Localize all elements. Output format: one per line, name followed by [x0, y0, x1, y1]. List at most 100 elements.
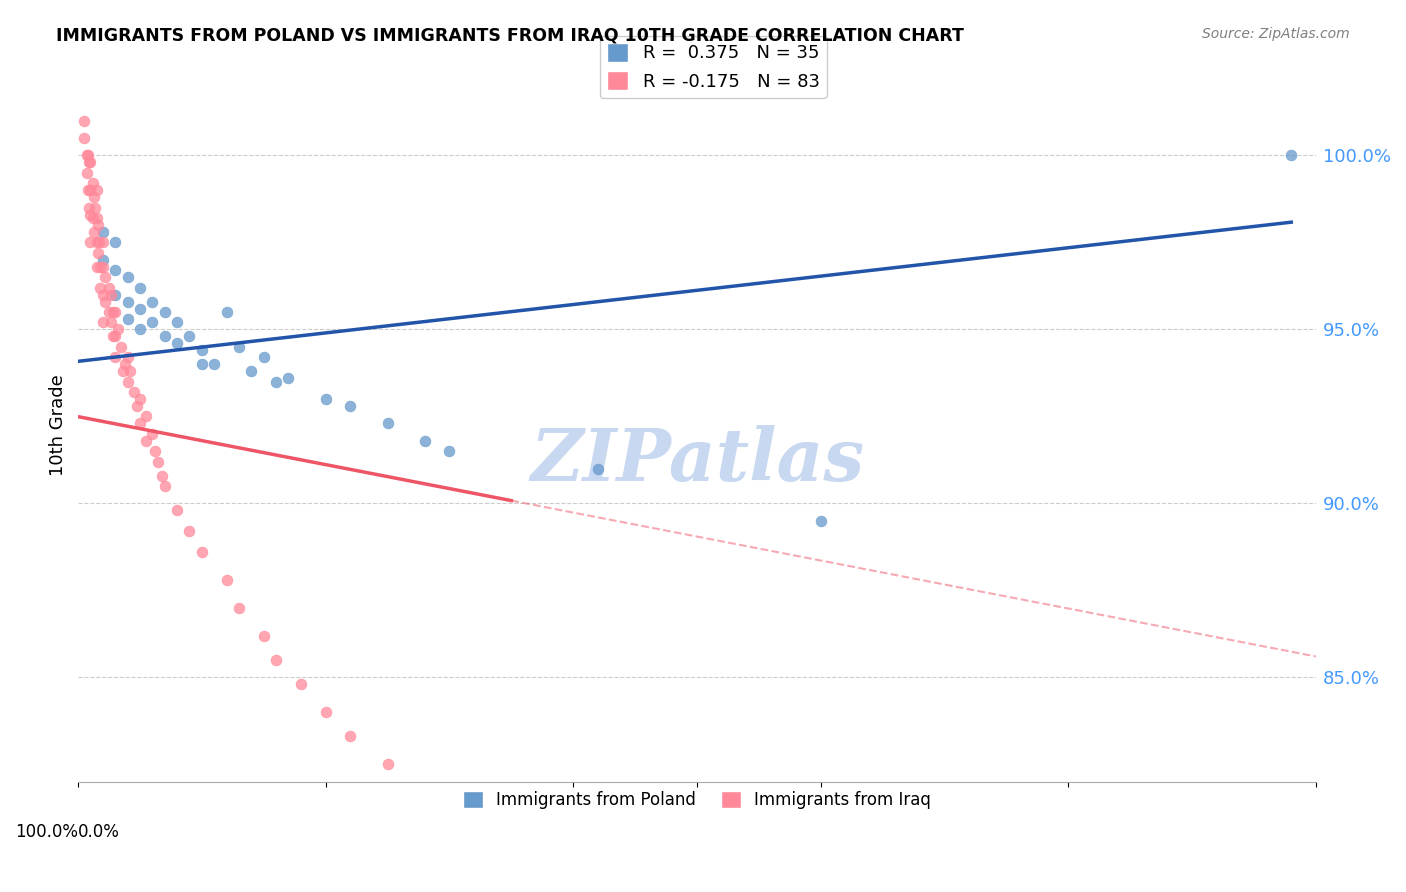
Point — [153, 305, 176, 319]
Point — [89, 260, 111, 274]
Point — [129, 322, 152, 336]
Point — [86, 235, 108, 250]
Point — [76, 166, 98, 180]
Legend: Immigrants from Poland, Immigrants from Iraq: Immigrants from Poland, Immigrants from … — [456, 785, 938, 816]
Point — [83, 190, 105, 204]
Point — [135, 434, 157, 448]
Point — [143, 444, 166, 458]
Point — [215, 305, 238, 319]
Point — [1279, 148, 1302, 162]
Point — [91, 287, 114, 301]
Point — [586, 461, 609, 475]
Point — [166, 316, 188, 330]
Point — [228, 340, 250, 354]
Point — [77, 183, 100, 197]
Point — [215, 573, 238, 587]
Point — [141, 426, 163, 441]
Point — [413, 781, 436, 796]
Point — [82, 177, 104, 191]
Point — [141, 316, 163, 330]
Point — [413, 434, 436, 448]
Point — [87, 246, 110, 260]
Point — [127, 399, 149, 413]
Point — [129, 417, 152, 431]
Point — [135, 409, 157, 424]
Point — [82, 211, 104, 226]
Point — [202, 357, 225, 371]
Point — [84, 201, 107, 215]
Point — [122, 385, 145, 400]
Point — [377, 417, 399, 431]
Point — [111, 364, 134, 378]
Text: 100.0%: 100.0% — [15, 823, 77, 841]
Point — [91, 235, 114, 250]
Point — [114, 357, 136, 371]
Point — [253, 351, 276, 365]
Point — [77, 148, 100, 162]
Point — [73, 131, 96, 145]
Point — [100, 316, 122, 330]
Text: IMMIGRANTS FROM POLAND VS IMMIGRANTS FROM IRAQ 10TH GRADE CORRELATION CHART: IMMIGRANTS FROM POLAND VS IMMIGRANTS FRO… — [56, 27, 965, 45]
Point — [73, 113, 96, 128]
Point — [91, 316, 114, 330]
Point — [315, 705, 337, 719]
Point — [101, 305, 124, 319]
Point — [79, 235, 101, 250]
Point — [153, 329, 176, 343]
Point — [141, 294, 163, 309]
Text: ZIPatlas: ZIPatlas — [530, 425, 865, 496]
Point — [264, 375, 287, 389]
Point — [377, 757, 399, 772]
Point — [117, 312, 139, 326]
Point — [104, 235, 127, 250]
Point — [501, 844, 523, 858]
Point — [315, 392, 337, 406]
Point — [104, 351, 127, 365]
Point — [179, 524, 201, 539]
Point — [240, 364, 263, 378]
Point — [91, 260, 114, 274]
Point — [97, 281, 120, 295]
Text: Source: ZipAtlas.com: Source: ZipAtlas.com — [1202, 27, 1350, 41]
Point — [86, 183, 108, 197]
Point — [87, 235, 110, 250]
Point — [110, 340, 132, 354]
Point — [97, 305, 120, 319]
Point — [191, 343, 214, 358]
Point — [117, 294, 139, 309]
Point — [339, 730, 361, 744]
Point — [166, 336, 188, 351]
Point — [277, 371, 299, 385]
Point — [117, 351, 139, 365]
Point — [77, 201, 100, 215]
Point — [94, 294, 117, 309]
Point — [118, 364, 141, 378]
Point — [129, 392, 152, 406]
Point — [179, 329, 201, 343]
Point — [76, 148, 98, 162]
Point — [91, 252, 114, 267]
Point — [129, 301, 152, 316]
Point — [104, 263, 127, 277]
Point — [83, 225, 105, 239]
Point — [253, 628, 276, 642]
Point — [104, 287, 127, 301]
Point — [104, 329, 127, 343]
Point — [86, 260, 108, 274]
Text: 0.0%: 0.0% — [77, 823, 120, 841]
Point — [100, 287, 122, 301]
Y-axis label: 10th Grade: 10th Grade — [49, 375, 67, 476]
Point — [117, 270, 139, 285]
Point — [290, 677, 312, 691]
Point — [104, 305, 127, 319]
Point — [439, 444, 461, 458]
Point — [117, 375, 139, 389]
Point — [129, 281, 152, 295]
Point — [148, 455, 170, 469]
Point — [562, 879, 585, 892]
Point — [87, 218, 110, 232]
Point — [101, 329, 124, 343]
Point — [107, 322, 129, 336]
Point — [79, 183, 101, 197]
Point — [153, 479, 176, 493]
